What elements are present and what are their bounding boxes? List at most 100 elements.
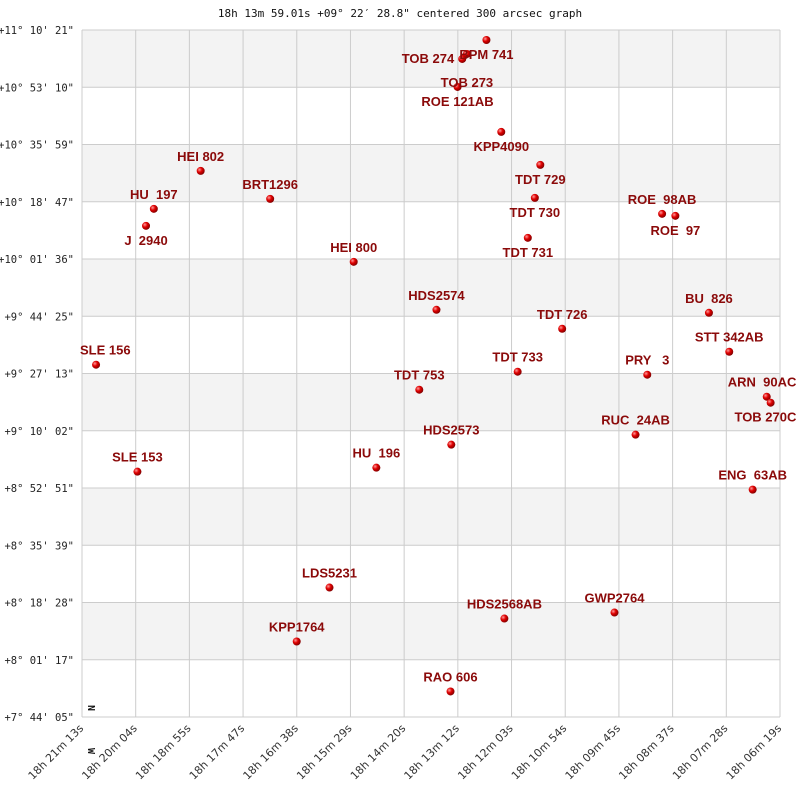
star-label: TDT 733 xyxy=(492,350,543,365)
star-label: ENG 63AB xyxy=(718,468,787,483)
chart-title: 18h 13m 59.01s +09° 22′ 28.8" centered 3… xyxy=(218,7,582,20)
star-point xyxy=(500,614,509,623)
star-label: LDS5231 xyxy=(302,566,357,581)
x-tick-label: 18h 18m 55s xyxy=(133,722,194,783)
y-tick-label: +11° 10' 21" xyxy=(0,25,74,37)
star-label: SLE 156 xyxy=(80,343,131,358)
x-tick-label: 18h 12m 03s xyxy=(455,722,516,783)
star-point xyxy=(704,308,713,317)
grid-band xyxy=(82,373,780,431)
grid-band xyxy=(82,545,780,603)
star-point xyxy=(610,608,619,617)
star-label: HDS2574 xyxy=(408,288,465,303)
star-point xyxy=(325,583,334,592)
x-tick-label: 18h 10m 54s xyxy=(509,722,570,783)
x-tick-label: 18h 16m 38s xyxy=(240,722,301,783)
star-point xyxy=(631,430,640,439)
star-label: TDT 731 xyxy=(503,245,554,260)
star-point xyxy=(482,35,491,44)
star-label: HEI 800 xyxy=(330,240,377,255)
y-tick-label: +8° 18' 28" xyxy=(4,598,74,610)
star-label: HEI 802 xyxy=(177,149,224,164)
star-point xyxy=(432,305,441,314)
north-label: N xyxy=(85,705,96,711)
star-point xyxy=(658,209,667,218)
star-label: BPM 741 xyxy=(459,47,513,62)
x-tick-label: 18h 14m 20s xyxy=(348,722,409,783)
star-point xyxy=(372,463,381,472)
star-label: RAO 606 xyxy=(423,669,477,684)
star-label: SLE 153 xyxy=(112,450,163,465)
y-tick-label: +10° 01' 36" xyxy=(0,254,74,266)
star-label: HU 196 xyxy=(352,446,400,461)
star-label: GWP2764 xyxy=(584,591,645,606)
star-point xyxy=(446,687,455,696)
star-label: RUC 24AB xyxy=(601,413,670,428)
star-point xyxy=(671,211,680,220)
star-label: ROE 121AB xyxy=(421,94,493,109)
star-point xyxy=(133,467,142,476)
star-point xyxy=(558,324,567,333)
star-label: ROE 97 xyxy=(650,223,700,238)
star-label: HU 197 xyxy=(130,187,178,202)
star-point xyxy=(536,160,545,169)
x-tick-label: 18h 08m 37s xyxy=(616,722,677,783)
y-tick-label: +10° 18' 47" xyxy=(0,197,74,209)
star-point xyxy=(349,257,358,266)
grid-band xyxy=(82,316,780,374)
star-point xyxy=(458,54,467,63)
star-point xyxy=(523,233,532,242)
x-tick-label: 18h 13m 12s xyxy=(402,722,463,783)
y-tick-label: +7° 44' 05" xyxy=(4,712,74,724)
y-tick-label: +9° 44' 25" xyxy=(4,311,74,323)
y-tick-label: +8° 35' 39" xyxy=(4,540,74,552)
star-point xyxy=(748,485,757,494)
star-label: KPP4090 xyxy=(473,139,529,154)
star-point xyxy=(762,392,771,401)
y-tick-label: +9° 27' 13" xyxy=(4,369,74,381)
star-label: ROE 98AB xyxy=(628,192,697,207)
star-label: BU 826 xyxy=(685,291,733,306)
grid-band xyxy=(82,30,780,88)
star-label: TDT 753 xyxy=(394,368,445,383)
star-label: TDT 730 xyxy=(510,205,561,220)
star-point xyxy=(92,360,101,369)
x-tick-label: 18h 07m 28s xyxy=(670,722,731,783)
grid-band xyxy=(82,259,780,317)
star-point xyxy=(725,347,734,356)
y-tick-label: +8° 01' 17" xyxy=(4,655,74,667)
star-label: TDT 729 xyxy=(515,172,566,187)
grid-band xyxy=(82,430,780,488)
grid-band xyxy=(82,602,780,660)
star-label: J 2940 xyxy=(124,233,167,248)
star-point xyxy=(196,166,205,175)
x-tick-label: 18h 06m 19s xyxy=(724,722,785,783)
star-point xyxy=(149,204,158,213)
star-point xyxy=(292,637,301,646)
star-point xyxy=(530,193,539,202)
x-tick-label: 18h 15m 29s xyxy=(294,722,355,783)
x-tick-label: 18h 17m 47s xyxy=(187,722,248,783)
star-label: KPP1764 xyxy=(269,620,325,635)
star-point xyxy=(497,127,506,136)
y-tick-label: +9° 10' 02" xyxy=(4,426,74,438)
star-point xyxy=(142,221,151,230)
star-point xyxy=(447,440,456,449)
star-label: HDS2568AB xyxy=(467,597,542,612)
y-tick-label: +10° 35' 59" xyxy=(0,140,74,152)
star-label: TOB 270C xyxy=(734,410,797,425)
star-label: PRY 3 xyxy=(625,353,669,368)
x-tick-label: 18h 21m 13s xyxy=(26,722,87,783)
star-point xyxy=(266,194,275,203)
star-label: BRT1296 xyxy=(242,177,298,192)
x-tick-label: 18h 09m 45s xyxy=(563,722,624,783)
star-point xyxy=(415,385,424,394)
star-point xyxy=(453,82,462,91)
star-label: ARN 90AC xyxy=(728,375,797,390)
star-label: TOB 273 xyxy=(441,75,494,90)
y-tick-label: +10° 53' 10" xyxy=(0,82,74,94)
grid-band xyxy=(82,87,780,145)
west-label: W xyxy=(85,748,96,755)
star-label: TOB 274 xyxy=(402,51,455,66)
